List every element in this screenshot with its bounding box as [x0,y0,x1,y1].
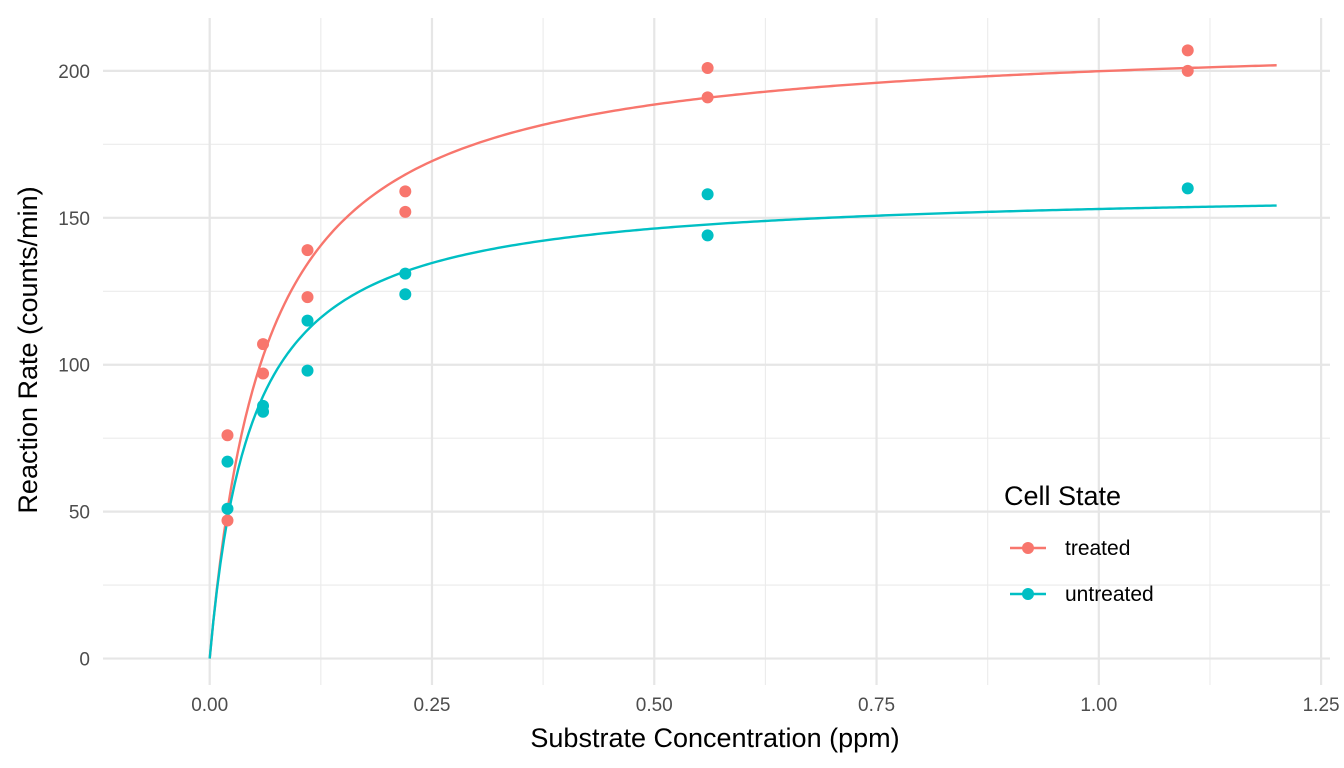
point-treated [399,185,412,198]
point-treated [701,91,714,104]
point-untreated [301,364,314,377]
legend-point [1022,542,1034,554]
grid-minor [103,18,1330,685]
grid-major [103,18,1330,685]
point-untreated [399,288,412,301]
x-tick-label: 1.25 [1303,695,1340,716]
y-axis-ticks: 0 50 100 150 200 [58,62,90,671]
x-tick-label: 0.00 [191,695,228,716]
point-untreated [221,455,234,468]
point-treated [301,244,314,257]
fit-line-treated [208,64,1277,659]
legend-label: treated [1065,537,1130,560]
point-treated [221,514,234,527]
fit-line-untreated [208,204,1277,659]
legend-item-untreated: untreated [1010,583,1154,606]
x-tick-label: 0.75 [858,695,895,716]
point-untreated [257,399,270,412]
x-tick-label: 1.00 [1080,695,1117,716]
y-tick-label: 200 [58,62,90,83]
point-treated [257,367,270,380]
legend-label: untreated [1065,583,1154,606]
point-treated [257,338,270,351]
legend: Cell State treated untreated [1004,481,1154,606]
fit-lines [208,64,1277,659]
legend-title: Cell State [1004,481,1121,511]
legend-item-treated: treated [1010,537,1130,560]
legend-point [1022,588,1034,600]
point-untreated [221,502,234,515]
point-untreated [701,188,714,201]
point-untreated [399,267,412,280]
point-treated [301,291,314,304]
point-untreated [701,229,714,242]
point-untreated [1181,182,1194,195]
x-axis-title: Substrate Concentration (ppm) [530,723,899,753]
y-tick-label: 50 [69,503,90,524]
data-points [221,44,1194,527]
x-tick-label: 0.25 [413,695,450,716]
y-tick-label: 0 [79,650,90,671]
point-treated [1181,64,1194,77]
y-tick-label: 150 [58,209,90,230]
x-tick-label: 0.50 [636,695,673,716]
point-treated [221,429,234,442]
point-untreated [301,314,314,327]
y-axis-title: Reaction Rate (counts/min) [13,186,43,513]
point-treated [399,205,412,218]
point-treated [1181,44,1194,57]
point-treated [701,61,714,74]
y-tick-label: 100 [58,356,90,377]
x-axis-ticks: 0.00 0.25 0.50 0.75 1.00 1.25 [191,695,1339,716]
